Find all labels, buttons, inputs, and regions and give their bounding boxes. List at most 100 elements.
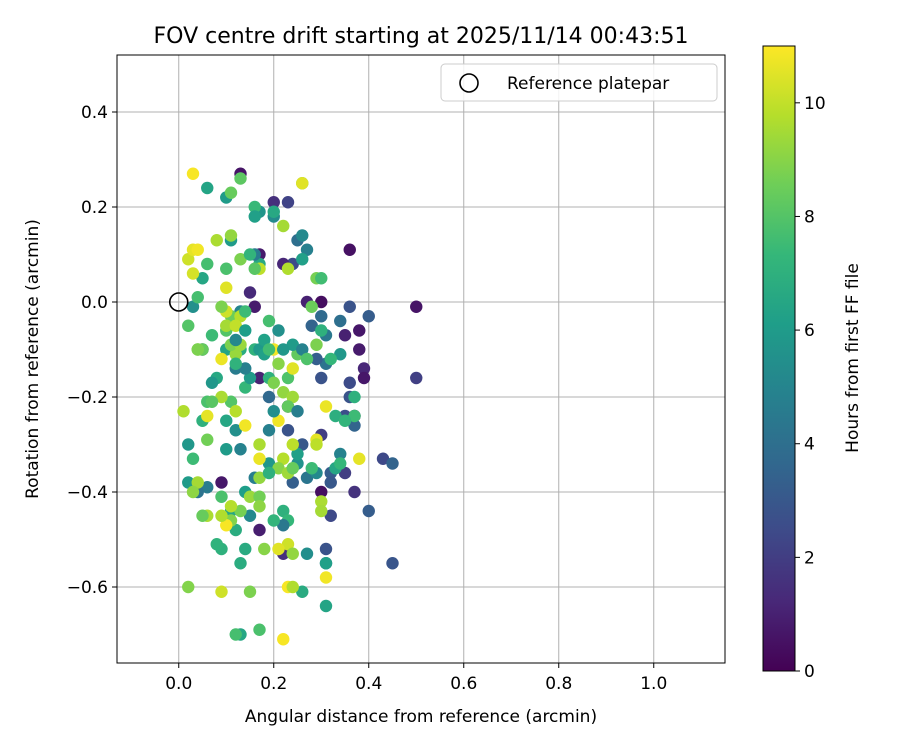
data-point [277,343,290,356]
data-point [243,248,257,261]
data-point [319,400,333,413]
reference-marker [168,292,189,312]
data-point [315,504,328,518]
data-point [234,172,247,185]
y-tick-label: −0.6 [67,578,108,598]
data-point [182,253,195,266]
data-point [234,504,247,518]
y-tick-label: −0.2 [67,388,108,408]
data-point [267,514,280,527]
legend-box [440,63,718,102]
data-point [258,333,271,347]
data-point [215,390,228,404]
data-point [376,452,390,465]
data-point [224,500,238,513]
data-point [286,390,299,404]
data-point [296,177,309,190]
x-tick-label: 0.0 [165,674,192,694]
data-point [234,253,247,266]
data-point [300,471,314,484]
data-point [258,542,271,556]
data-point [210,234,223,247]
data-point [248,262,261,275]
data-point [315,272,328,285]
data-point [329,409,342,423]
data-point [281,371,295,385]
data-point [205,329,219,342]
data-point [315,495,328,508]
data-point [239,305,252,318]
data-point [286,476,299,489]
data-point [253,490,266,503]
data-point [315,310,328,323]
data-point [224,229,238,242]
data-point [281,262,295,275]
axis-ticks: 0.0 0.2 0.4 0.6 0.8 1.0 0.4 0.2 0.0 −0.2 −0.4 −0.6 [67,103,668,694]
data-point [253,523,266,537]
data-point [324,509,337,522]
plot-area [117,55,725,663]
data-point [201,433,214,446]
data-point [215,509,228,522]
data-point [186,485,200,499]
data-point [201,257,214,271]
colorbar-tick-label: 6 [804,321,815,341]
data-point [281,400,295,413]
data-point [182,319,195,332]
x-tick-label: 0.2 [260,674,287,694]
data-point [182,476,195,489]
data-point [272,414,285,427]
data-point [196,272,209,285]
data-point [319,599,333,613]
legend-label: Reference platepar [507,74,669,94]
data-point [324,476,337,489]
data-point [267,205,280,218]
data-point [296,585,309,598]
colorbar-label: Hours from first FF file [843,263,863,453]
colorbar-frame [762,45,796,672]
data-point [229,333,242,347]
data-point [272,542,285,556]
data-point [229,523,242,537]
data-point [319,542,333,556]
data-point [186,167,200,180]
y-tick-label: −0.4 [67,483,108,503]
colorbar [763,46,795,671]
data-point [310,438,323,451]
data-point [267,405,280,418]
data-point [229,319,242,332]
data-point [191,343,204,356]
data-point [315,485,328,499]
data-point [357,371,371,385]
data-point [186,300,200,313]
colorbar-tick-label: 4 [804,435,815,455]
colorbar-ticks: 0 2 4 6 8 10 [795,94,826,682]
data-point [277,219,290,233]
data-point [410,371,423,385]
data-point [229,424,242,437]
data-point [239,419,252,432]
data-point [220,319,233,332]
data-point [262,390,276,404]
data-point [239,362,252,375]
data-point [315,324,328,337]
data-point [239,324,252,337]
data-point [239,381,252,394]
data-point [353,343,366,356]
data-point [253,471,266,484]
data-point [296,343,309,356]
x-axis-label: Angular distance from reference (arcmin) [245,707,597,727]
data-point [224,395,238,408]
colorbar-tick-label: 2 [804,548,815,568]
data-point [286,338,299,351]
data-point [182,438,195,451]
data-point [291,405,304,418]
data-point [229,405,242,418]
data-point [262,424,276,437]
data-point [229,628,242,641]
data-point [338,466,352,480]
data-point [324,352,337,366]
data-point [186,267,200,280]
y-tick-label: 0.4 [81,103,108,123]
